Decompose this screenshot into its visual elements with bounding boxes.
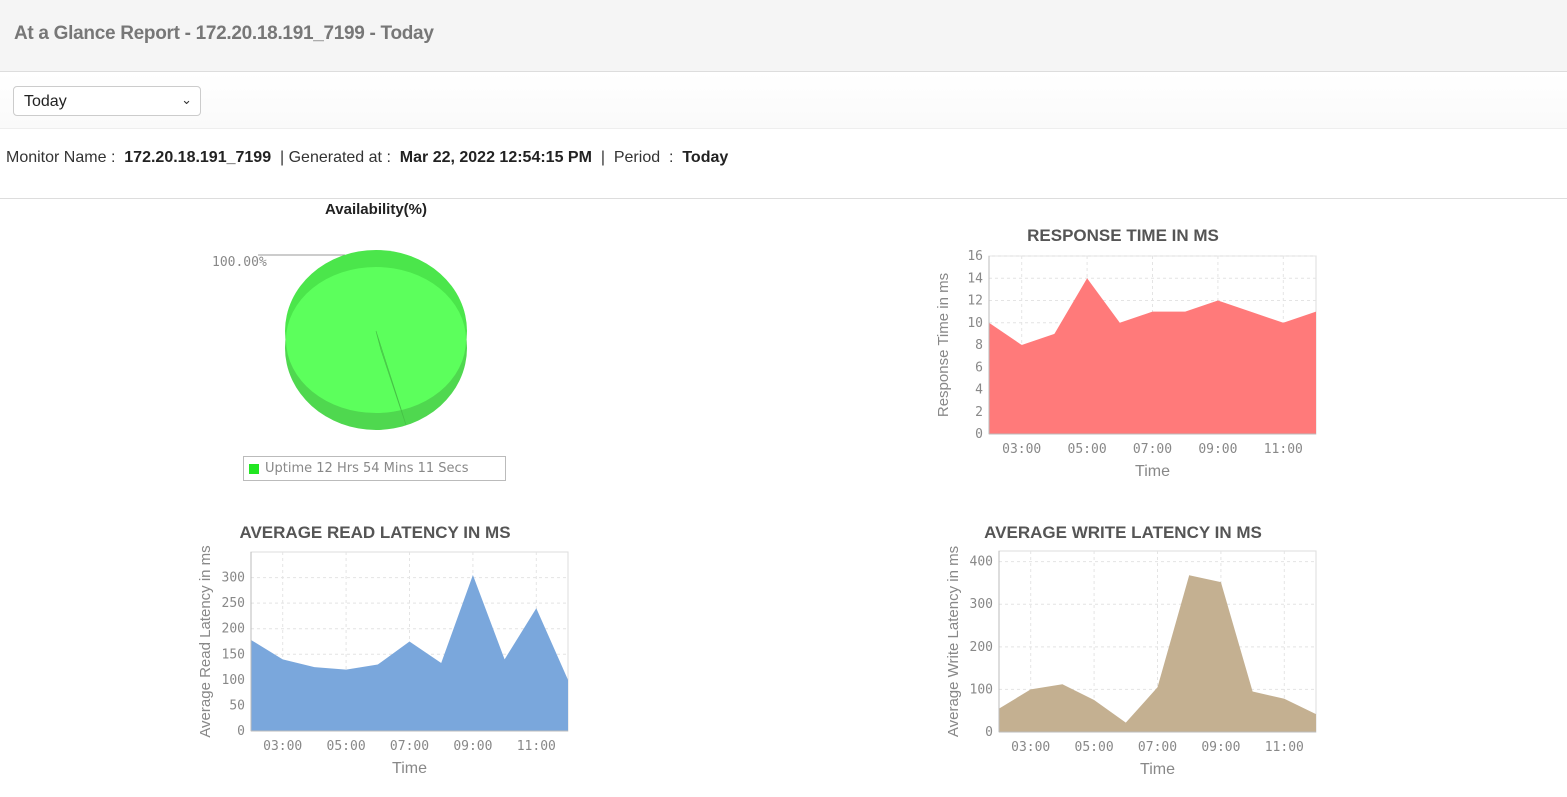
read-latency-y-tick-label: 250	[222, 596, 245, 611]
response-time-x-tick-label: 03:00	[1002, 442, 1041, 457]
legend-swatch-uptime	[249, 464, 259, 474]
response-time-y-tick-label: 10	[967, 316, 983, 331]
write-latency-x-tick-label: 11:00	[1265, 740, 1304, 755]
read-latency-x-axis-label: Time	[392, 760, 427, 777]
read-latency-x-tick-label: 09:00	[453, 739, 492, 754]
read-latency-y-tick-label: 300	[222, 571, 245, 586]
separator: |	[279, 149, 285, 166]
read-latency-y-axis-label: Average Read Latency in ms	[197, 545, 214, 737]
pie-slice-uptime[interactable]	[286, 267, 466, 413]
response-time-x-tick-label: 09:00	[1198, 442, 1237, 457]
pie-legend: Uptime 12 Hrs 54 Mins 11 Secs	[243, 456, 506, 481]
read-latency-y-tick-label: 200	[222, 622, 245, 637]
period-select[interactable]: Today ⌄	[13, 86, 201, 116]
write-latency-x-tick-label: 09:00	[1201, 740, 1240, 755]
write-latency-y-tick-label: 0	[985, 725, 993, 740]
read-latency-area-series	[251, 575, 568, 731]
response-time-y-tick-label: 12	[967, 294, 983, 309]
write-latency-chart-title: AVERAGE WRITE LATENCY IN MS	[984, 523, 1262, 542]
availability-title: Availability(%)	[325, 201, 427, 218]
read-latency-y-tick-label: 0	[237, 724, 245, 739]
period-label: Period	[613, 149, 661, 166]
chevron-down-icon: ⌄	[181, 92, 192, 107]
response-time-x-tick-label: 07:00	[1133, 442, 1172, 457]
read-latency-chart-title: AVERAGE READ LATENCY IN MS	[239, 523, 510, 542]
write-latency-y-axis-label: Average Write Latency in ms	[945, 546, 962, 737]
availability-pie	[258, 250, 467, 430]
write-latency-y-tick-label: 200	[970, 640, 993, 655]
response-time-y-tick-label: 4	[975, 383, 983, 398]
response-time-y-tick-label: 6	[975, 360, 983, 375]
generated-value: Mar 22, 2022 12:54:15 PM	[399, 149, 592, 166]
separator: :	[110, 149, 116, 166]
monitor-name-value: 172.20.18.191_7199	[124, 149, 272, 166]
response-time-x-tick-label: 11:00	[1264, 442, 1303, 457]
period-select-value: Today	[24, 93, 67, 110]
pie-slice-edge	[375, 330, 407, 426]
response-time-y-tick-label: 14	[967, 271, 983, 286]
legend-label-uptime: Uptime 12 Hrs 54 Mins 11 Secs	[265, 461, 469, 476]
write-latency-x-tick-label: 07:00	[1138, 740, 1177, 755]
write-latency-y-tick-label: 400	[970, 555, 993, 570]
page-title: At a Glance Report - 172.20.18.191_7199 …	[14, 23, 434, 44]
response-time-x-tick-label: 05:00	[1068, 442, 1107, 457]
write-latency-x-axis-label: Time	[1140, 761, 1175, 778]
separator: |	[600, 149, 605, 166]
period-value: Today	[682, 149, 729, 166]
write-latency-area-series	[999, 575, 1316, 732]
write-latency-y-tick-label: 100	[970, 682, 993, 697]
response-time-y-tick-label: 16	[967, 249, 983, 264]
response-time-y-tick-label: 0	[975, 427, 983, 442]
filter-bar: Today ⌄	[0, 72, 1567, 129]
generated-label: Generated at	[288, 149, 382, 166]
separator: :	[669, 149, 674, 166]
write-latency-x-tick-label: 05:00	[1075, 740, 1114, 755]
read-latency-y-tick-label: 50	[229, 698, 245, 713]
response-time-x-axis-label: Time	[1135, 463, 1170, 480]
response-time-area-series	[989, 278, 1316, 434]
pie-slice-label: 100.00%	[212, 255, 267, 270]
monitor-name-label: Monitor Name	[6, 149, 107, 166]
response-time-chart-title: RESPONSE TIME IN MS	[1027, 226, 1219, 245]
response-time-y-tick-label: 2	[975, 405, 983, 420]
read-latency-x-tick-label: 11:00	[517, 739, 556, 754]
write-latency-y-tick-label: 300	[970, 597, 993, 612]
read-latency-x-tick-label: 07:00	[390, 739, 429, 754]
report-info: Monitor Name : 172.20.18.191_7199 | Gene…	[6, 149, 728, 167]
response-time-y-tick-label: 8	[975, 338, 983, 353]
page-header: At a Glance Report - 172.20.18.191_7199 …	[0, 0, 1567, 72]
read-latency-y-tick-label: 100	[222, 673, 245, 688]
response-time-y-axis-label: Response Time in ms	[935, 273, 952, 417]
divider	[0, 198, 1567, 199]
separator: :	[386, 149, 391, 166]
read-latency-x-tick-label: 05:00	[327, 739, 366, 754]
read-latency-x-tick-label: 03:00	[263, 739, 302, 754]
write-latency-x-tick-label: 03:00	[1011, 740, 1050, 755]
read-latency-y-tick-label: 150	[222, 647, 245, 662]
